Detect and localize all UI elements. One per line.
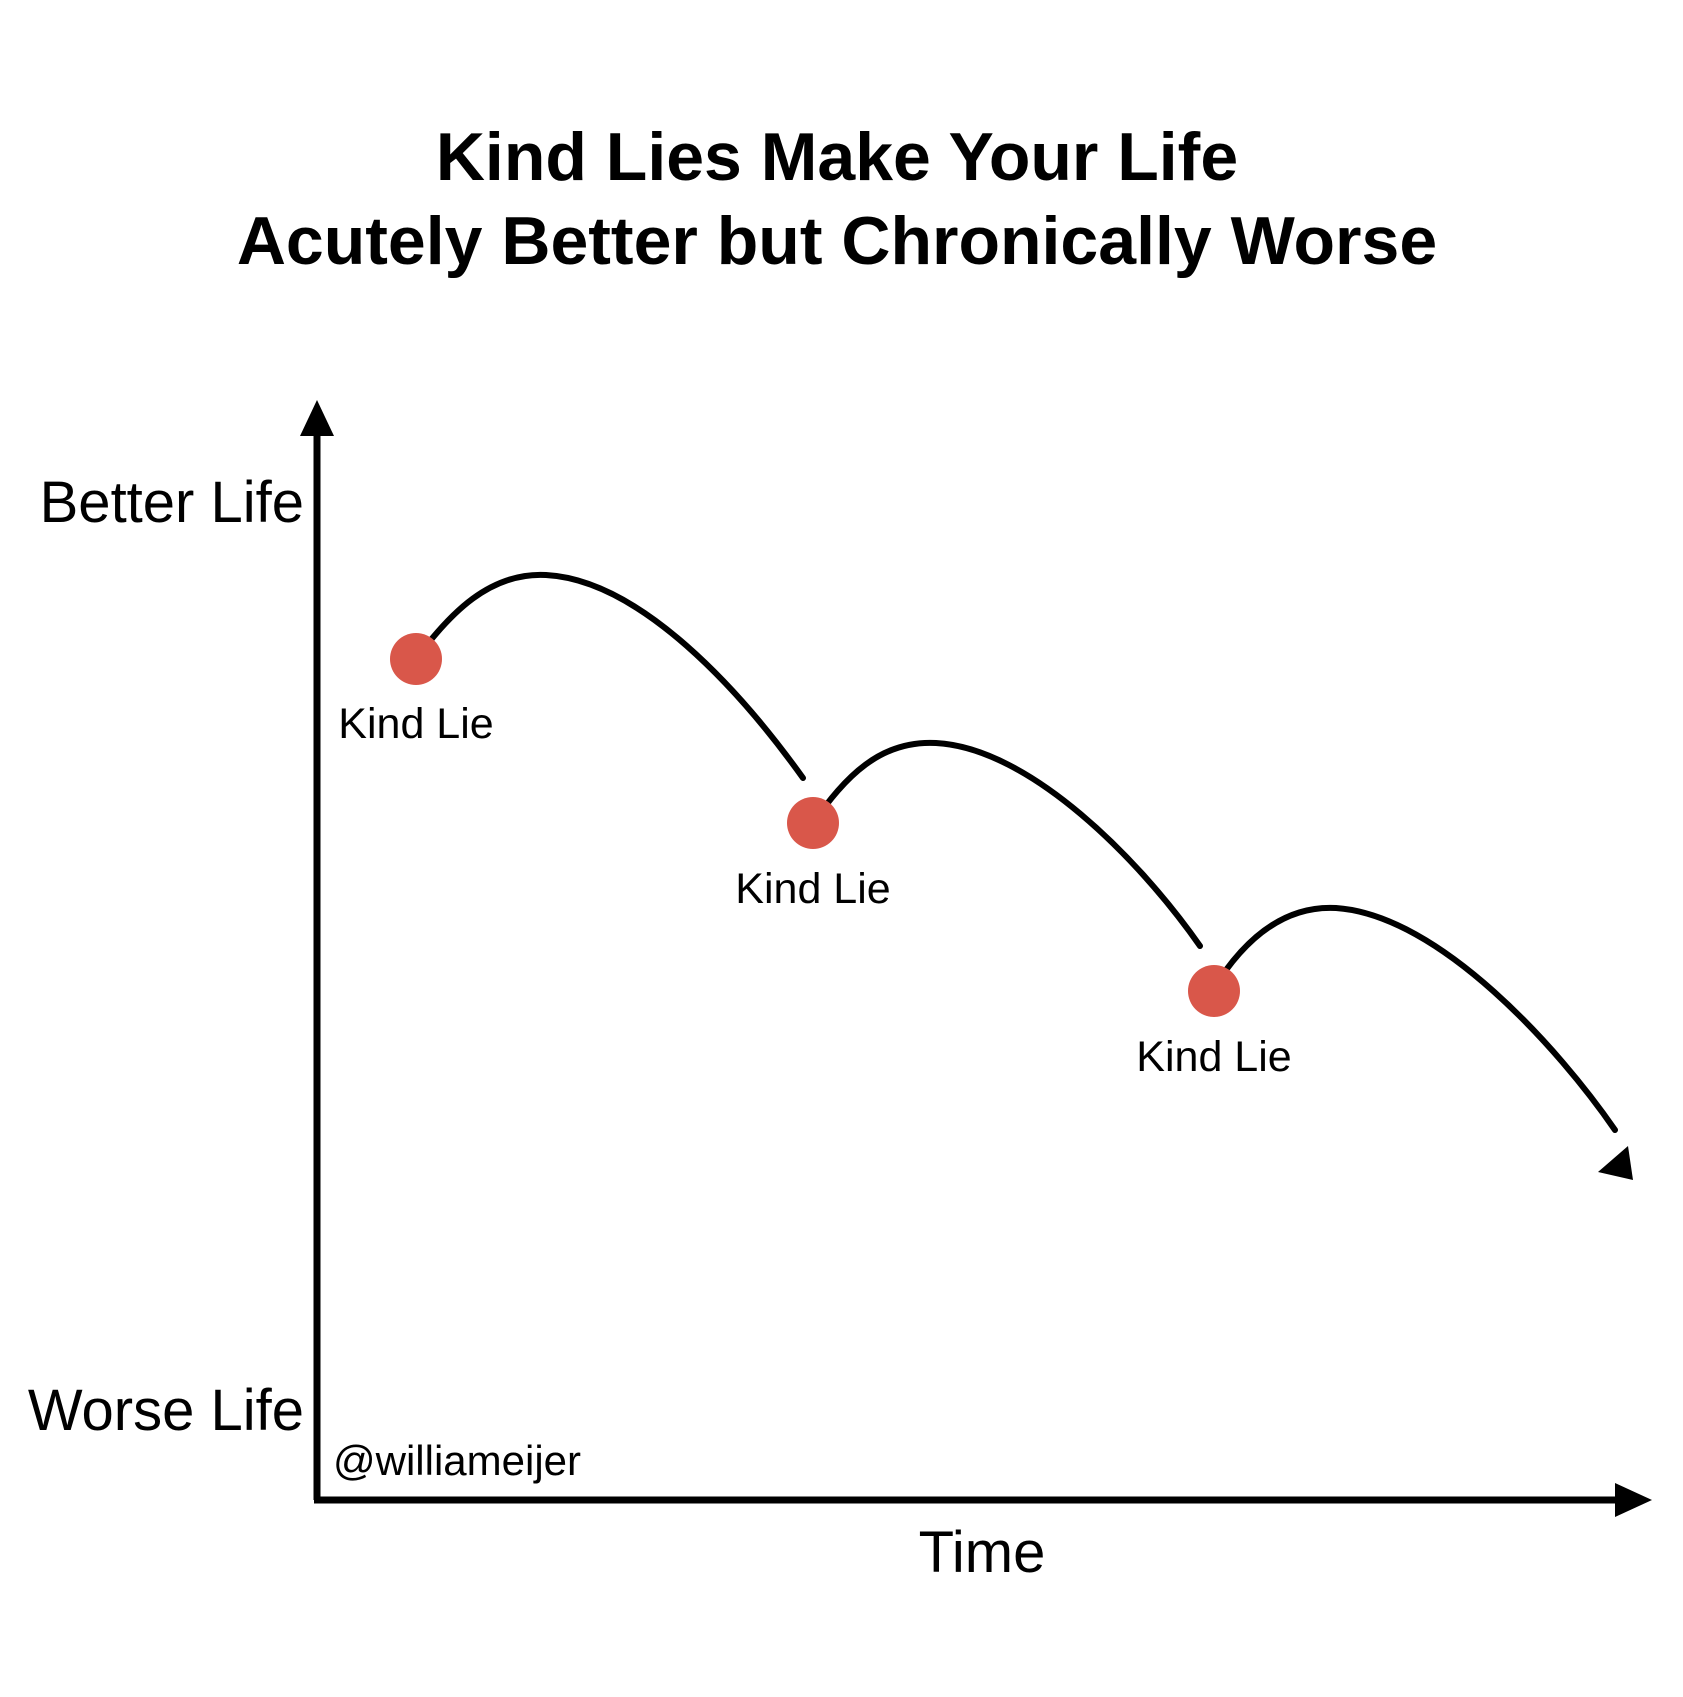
title-line-2: Acutely Better but Chronically Worse	[237, 203, 1437, 279]
life-curve-segment-1	[413, 571, 806, 781]
title-line-1: Kind Lies Make Your Life	[436, 119, 1238, 195]
kind-lie-label-1: Kind Lie	[338, 700, 493, 748]
kind-lie-marker-1	[390, 633, 442, 685]
kind-lie-marker-2	[787, 797, 839, 849]
y-axis-bottom-label: Worse Life	[28, 1378, 304, 1443]
kind-lie-marker-3	[1188, 965, 1240, 1017]
life-curve-segment-3	[1209, 904, 1618, 1133]
kind-lie-label-2: Kind Lie	[735, 865, 890, 913]
x-axis-label: Time	[919, 1520, 1046, 1585]
x-axis-arrowhead	[1615, 1483, 1652, 1517]
life-curve-segment-2	[810, 739, 1203, 949]
life-curve-arrowhead	[1598, 1146, 1633, 1180]
author-credit: @williameijer	[333, 1437, 581, 1484]
kind-lie-label-3: Kind Lie	[1136, 1033, 1291, 1081]
y-axis-arrowhead	[300, 400, 334, 436]
y-axis-top-label: Better Life	[40, 470, 304, 535]
